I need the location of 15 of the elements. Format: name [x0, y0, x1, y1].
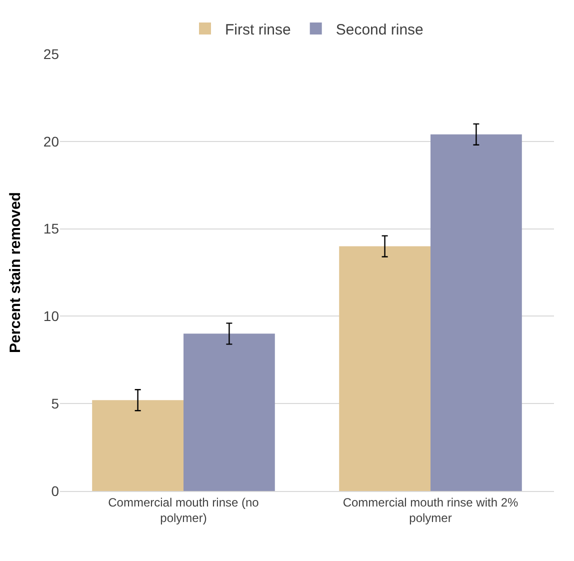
y-tick-label: 0 [51, 482, 60, 499]
y-tick-label: 25 [43, 46, 60, 62]
bar [430, 134, 522, 491]
bar [92, 400, 184, 491]
x-tick-label: Commercial mouth rinse with 2% polymer [342, 495, 519, 525]
x-tick-label: Commercial mouth rinse (no polymer) [108, 495, 260, 525]
y-tick-label: 5 [51, 396, 60, 412]
y-tick-label: 10 [43, 308, 60, 324]
legend-label: Second rinse [336, 21, 424, 38]
bar [339, 246, 430, 491]
bar [184, 334, 275, 491]
y-axis-title: Percent stain removed [7, 192, 24, 353]
y-tick-label: 20 [43, 133, 60, 150]
y-tick-label: 15 [43, 220, 60, 237]
legend-label: First rinse [225, 21, 291, 38]
